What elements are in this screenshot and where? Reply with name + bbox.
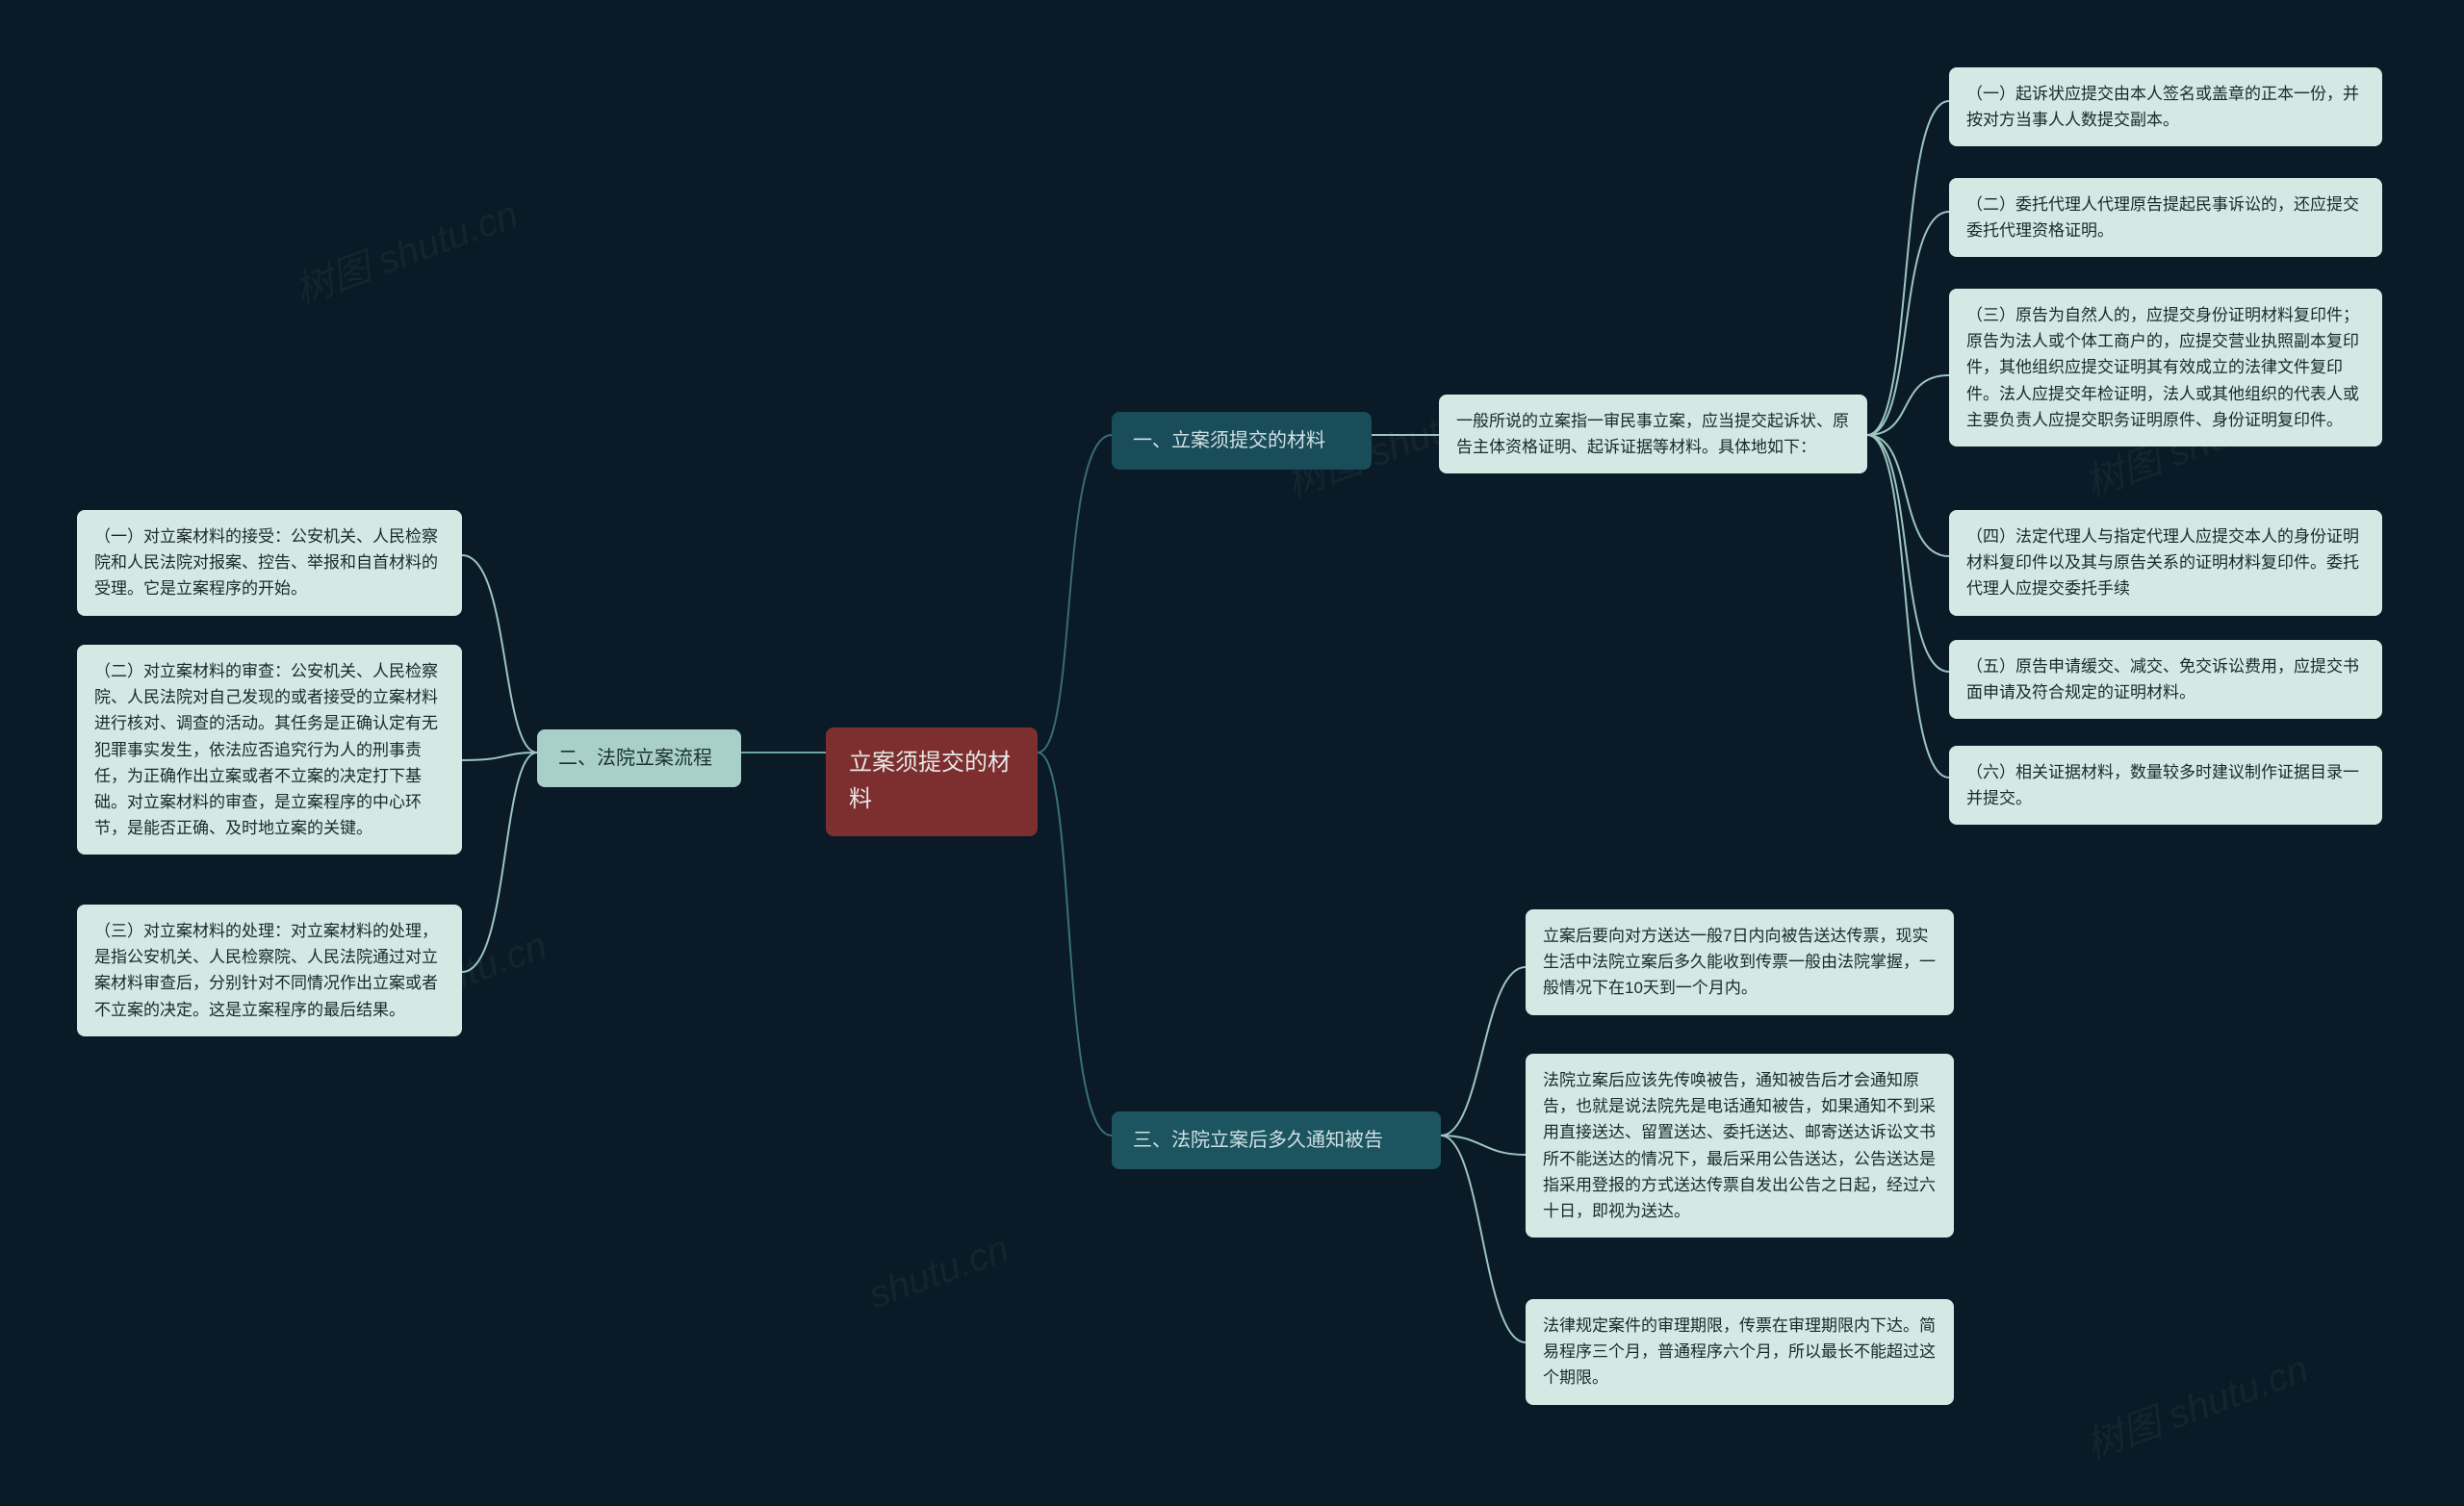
branch-1-intro-text: 一般所说的立案指一审民事立案，应当提交起诉状、原告主体资格证明、起诉证据等材料。… [1456, 408, 1850, 460]
watermark: shutu.cn [863, 1227, 1014, 1317]
watermark: 树图 shutu.cn [2076, 1338, 2315, 1469]
branch-1-leaf[interactable]: （六）相关证据材料，数量较多时建议制作证据目录一并提交。 [1949, 746, 2382, 825]
leaf-text: （三）原告为自然人的，应提交身份证明材料复印件；原告为法人或个体工商户的，应提交… [1966, 302, 2365, 433]
leaf-text: 法律规定案件的审理期限，传票在审理期限内下达。简易程序三个月，普通程序六个月，所… [1543, 1313, 1937, 1391]
branch-1-label: 一、立案须提交的材料 [1133, 425, 1325, 456]
root-label: 立案须提交的材料 [849, 745, 1014, 819]
branch-2-leaf[interactable]: （二）对立案材料的审查：公安机关、人民检察院、人民法院对自己发现的或者接受的立案… [77, 645, 462, 855]
leaf-text: （四）法定代理人与指定代理人应提交本人的身份证明材料复印件以及其与原告关系的证明… [1966, 523, 2365, 602]
branch-2-leaf[interactable]: （三）对立案材料的处理：对立案材料的处理，是指公安机关、人民检察院、人民法院通过… [77, 905, 462, 1036]
branch-2-leaf[interactable]: （一）对立案材料的接受：公安机关、人民检察院和人民法院对报案、控告、举报和自首材… [77, 510, 462, 616]
branch-3-leaf[interactable]: 立案后要向对方送达一般7日内向被告送达传票，现实生活中法院立案后多久能收到传票一… [1526, 909, 1954, 1015]
branch-3-label: 三、法院立案后多久通知被告 [1133, 1125, 1383, 1156]
leaf-text: （二）委托代理人代理原告提起民事诉讼的，还应提交委托代理资格证明。 [1966, 191, 2365, 243]
leaf-text: （一）起诉状应提交由本人签名或盖章的正本一份，并按对方当事人人数提交副本。 [1966, 81, 2365, 133]
branch-2-node[interactable]: 二、法院立案流程 [537, 729, 741, 787]
leaf-text: （三）对立案材料的处理：对立案材料的处理，是指公安机关、人民检察院、人民法院通过… [94, 918, 445, 1023]
branch-1-leaf[interactable]: （四）法定代理人与指定代理人应提交本人的身份证明材料复印件以及其与原告关系的证明… [1949, 510, 2382, 616]
branch-3-leaf[interactable]: 法院立案后应该先传唤被告，通知被告后才会通知原告，也就是说法院先是电话通知被告，… [1526, 1054, 1954, 1238]
leaf-text: 法院立案后应该先传唤被告，通知被告后才会通知原告，也就是说法院先是电话通知被告，… [1543, 1067, 1937, 1224]
branch-1-leaf[interactable]: （三）原告为自然人的，应提交身份证明材料复印件；原告为法人或个体工商户的，应提交… [1949, 289, 2382, 447]
branch-2-label: 二、法院立案流程 [558, 743, 712, 774]
branch-1-leaf[interactable]: （五）原告申请缓交、减交、免交诉讼费用，应提交书面申请及符合规定的证明材料。 [1949, 640, 2382, 719]
leaf-text: （一）对立案材料的接受：公安机关、人民检察院和人民法院对报案、控告、举报和自首材… [94, 523, 445, 602]
leaf-text: （五）原告申请缓交、减交、免交诉讼费用，应提交书面申请及符合规定的证明材料。 [1966, 653, 2365, 705]
branch-1-leaf[interactable]: （一）起诉状应提交由本人签名或盖章的正本一份，并按对方当事人人数提交副本。 [1949, 67, 2382, 146]
leaf-text: 立案后要向对方送达一般7日内向被告送达传票，现实生活中法院立案后多久能收到传票一… [1543, 923, 1937, 1002]
branch-3-node[interactable]: 三、法院立案后多久通知被告 [1112, 1111, 1441, 1169]
branch-1-intro[interactable]: 一般所说的立案指一审民事立案，应当提交起诉状、原告主体资格证明、起诉证据等材料。… [1439, 395, 1867, 473]
root-node[interactable]: 立案须提交的材料 [826, 727, 1038, 836]
watermark: 树图 shutu.cn [286, 183, 525, 315]
leaf-text: （二）对立案材料的审查：公安机关、人民检察院、人民法院对自己发现的或者接受的立案… [94, 658, 445, 841]
leaf-text: （六）相关证据材料，数量较多时建议制作证据目录一并提交。 [1966, 759, 2365, 811]
branch-1-leaf[interactable]: （二）委托代理人代理原告提起民事诉讼的，还应提交委托代理资格证明。 [1949, 178, 2382, 257]
branch-1-node[interactable]: 一、立案须提交的材料 [1112, 412, 1372, 470]
branch-3-leaf[interactable]: 法律规定案件的审理期限，传票在审理期限内下达。简易程序三个月，普通程序六个月，所… [1526, 1299, 1954, 1405]
